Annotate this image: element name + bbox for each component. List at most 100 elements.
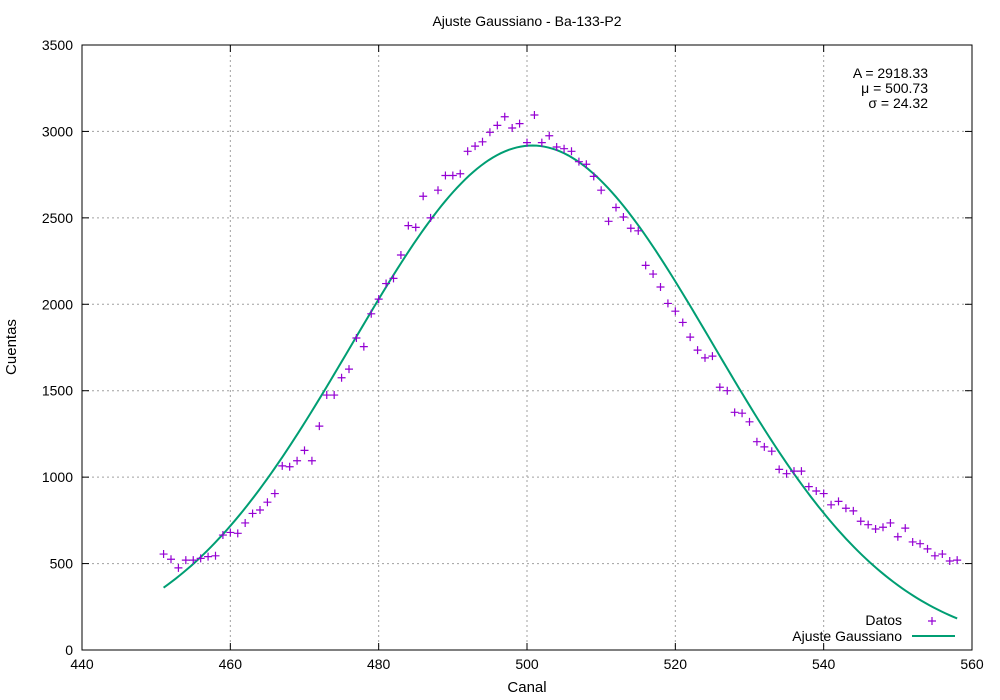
data-point (767, 447, 776, 456)
data-point (908, 537, 917, 546)
y-tick-label: 500 (50, 556, 74, 572)
data-point (945, 556, 954, 565)
data-point (671, 307, 680, 316)
data-point (715, 383, 724, 392)
data-point (849, 506, 858, 515)
data-point (545, 131, 554, 140)
x-tick-label: 460 (219, 656, 243, 672)
x-tick-label: 560 (960, 656, 984, 672)
data-point (930, 551, 939, 560)
data-point (923, 544, 932, 553)
y-tick-label: 1500 (42, 383, 73, 399)
data-point (656, 283, 665, 291)
data-point (879, 523, 887, 532)
data-point (723, 386, 732, 395)
data-point (293, 456, 302, 465)
data-point (730, 408, 739, 417)
data-point (278, 461, 287, 470)
x-tick-label: 440 (70, 656, 94, 672)
data-point (663, 299, 672, 308)
data-point (760, 442, 769, 451)
data-point (196, 554, 205, 563)
data-point (790, 467, 798, 476)
y-tick-label: 1000 (42, 469, 73, 485)
data-point (441, 171, 450, 180)
data-point (634, 226, 643, 235)
data-point (678, 318, 687, 327)
data-point (886, 518, 895, 527)
data-point (256, 505, 264, 514)
data-point (174, 563, 183, 572)
y-tick-labels: 0 500 1000 1500 2000 2500 3000 3500 (42, 37, 73, 658)
chart-title: Ajuste Gaussiano - Ba-133-P2 (432, 13, 621, 29)
data-point (871, 525, 880, 533)
data-point (315, 422, 324, 431)
data-point (374, 295, 383, 304)
data-point (834, 497, 843, 506)
data-point (515, 119, 524, 128)
x-tick-label: 540 (812, 656, 836, 672)
data-point (812, 486, 821, 495)
data-point (738, 409, 747, 418)
annotation-mean: μ = 500.73 (861, 80, 928, 96)
data-point (701, 353, 709, 362)
data-point (270, 489, 279, 498)
data-point (307, 456, 316, 465)
data-point (471, 142, 480, 151)
data-point (478, 137, 487, 146)
data-point (901, 524, 910, 533)
legend-label-datos: Datos (865, 612, 902, 628)
data-point (263, 498, 272, 507)
annotation-amplitude: A = 2918.33 (853, 65, 928, 81)
x-tick-labels: 440 460 480 500 520 540 560 (70, 656, 984, 672)
data-point (218, 531, 227, 540)
data-point (211, 551, 220, 560)
data-point (456, 169, 465, 178)
data-point (782, 469, 791, 478)
data-point (567, 147, 576, 156)
plot-frame (81, 44, 973, 651)
data-point (330, 391, 339, 400)
data-point (530, 111, 539, 120)
data-point (686, 333, 695, 342)
y-tick-label: 3500 (42, 37, 73, 53)
data-point (300, 446, 309, 455)
data-point (359, 342, 368, 351)
data-point (448, 171, 457, 180)
data-point (248, 509, 257, 518)
data-point (938, 550, 947, 559)
data-point (204, 552, 213, 561)
data-point (560, 144, 569, 153)
data-point (604, 217, 613, 226)
data-point (345, 365, 353, 374)
data-point (337, 373, 346, 382)
data-point (582, 160, 591, 169)
data-point (322, 391, 331, 400)
data-point (745, 417, 754, 426)
data-point (493, 121, 502, 130)
legend-marker-plus (928, 617, 936, 625)
data-point (508, 123, 517, 132)
data-point (552, 142, 561, 151)
legend-plus-icon (928, 617, 936, 625)
data-point (367, 309, 376, 318)
data-point (752, 437, 761, 446)
data-point (382, 279, 391, 288)
x-tick-label: 480 (367, 656, 391, 672)
data-point (189, 556, 198, 565)
y-tick-label: 2500 (42, 210, 73, 226)
data-point (827, 500, 836, 509)
data-point (159, 550, 168, 559)
legend: Datos Ajuste Gaussiano (792, 612, 955, 644)
data-point (612, 203, 620, 212)
data-point (797, 467, 806, 476)
y-tick-label: 3000 (42, 123, 73, 139)
data-point (619, 212, 628, 221)
data-point (226, 528, 235, 537)
data-point (181, 556, 190, 565)
data-point (396, 251, 405, 260)
data-point (589, 172, 598, 181)
axis-ticks (81, 44, 973, 651)
data-point (916, 539, 925, 548)
